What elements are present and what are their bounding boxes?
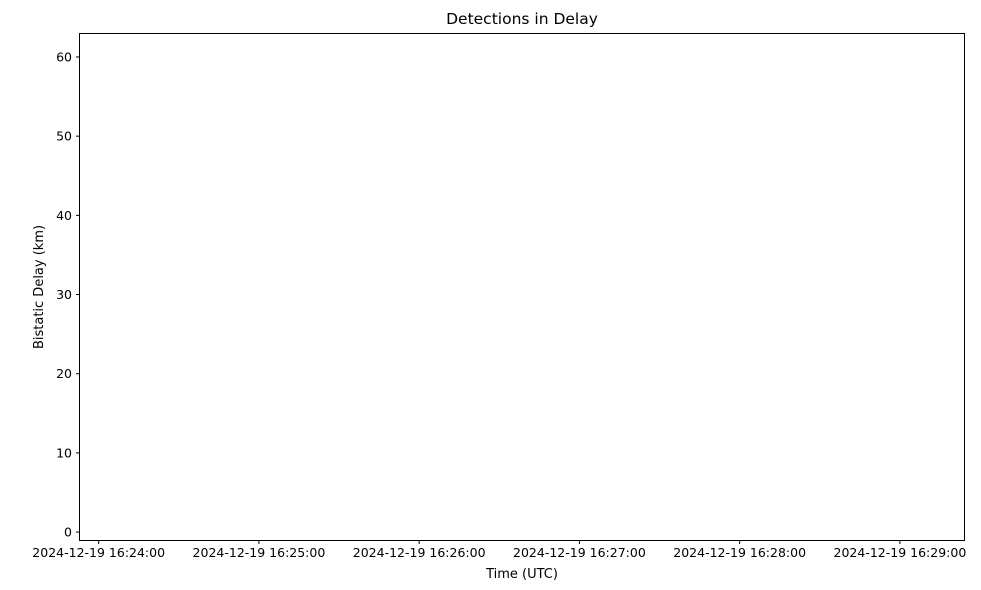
x-axis-ticks: 2024-12-19 16:24:00 2024-12-19 16:25:00 20… xyxy=(32,540,966,560)
y-tick-label: 40 xyxy=(56,208,72,223)
x-tick-label: 2024-12-19 16:27:00 xyxy=(513,545,646,560)
y-axis-label: Bistatic Delay (km) xyxy=(32,225,47,349)
x-axis-label: Time (UTC) xyxy=(485,567,558,582)
chart-title: Detections in Delay xyxy=(446,10,598,28)
y-tick-label: 20 xyxy=(56,366,72,381)
y-axis-ticks: 0 10 20 30 40 50 60 xyxy=(56,49,80,540)
y-tick-label: 60 xyxy=(56,49,72,64)
x-tick-label: 2024-12-19 16:25:00 xyxy=(193,545,326,560)
y-tick-label: 30 xyxy=(56,287,72,302)
x-tick-label: 2024-12-19 16:28:00 xyxy=(673,545,806,560)
y-tick-label: 10 xyxy=(56,445,72,460)
x-tick-label: 2024-12-19 16:29:00 xyxy=(834,545,967,560)
x-tick-label: 2024-12-19 16:26:00 xyxy=(353,545,486,560)
x-tick-label: 2024-12-19 16:24:00 xyxy=(32,545,165,560)
plot-area-frame xyxy=(79,33,965,541)
y-tick-label: 0 xyxy=(64,525,72,540)
y-tick-label: 50 xyxy=(56,129,72,144)
